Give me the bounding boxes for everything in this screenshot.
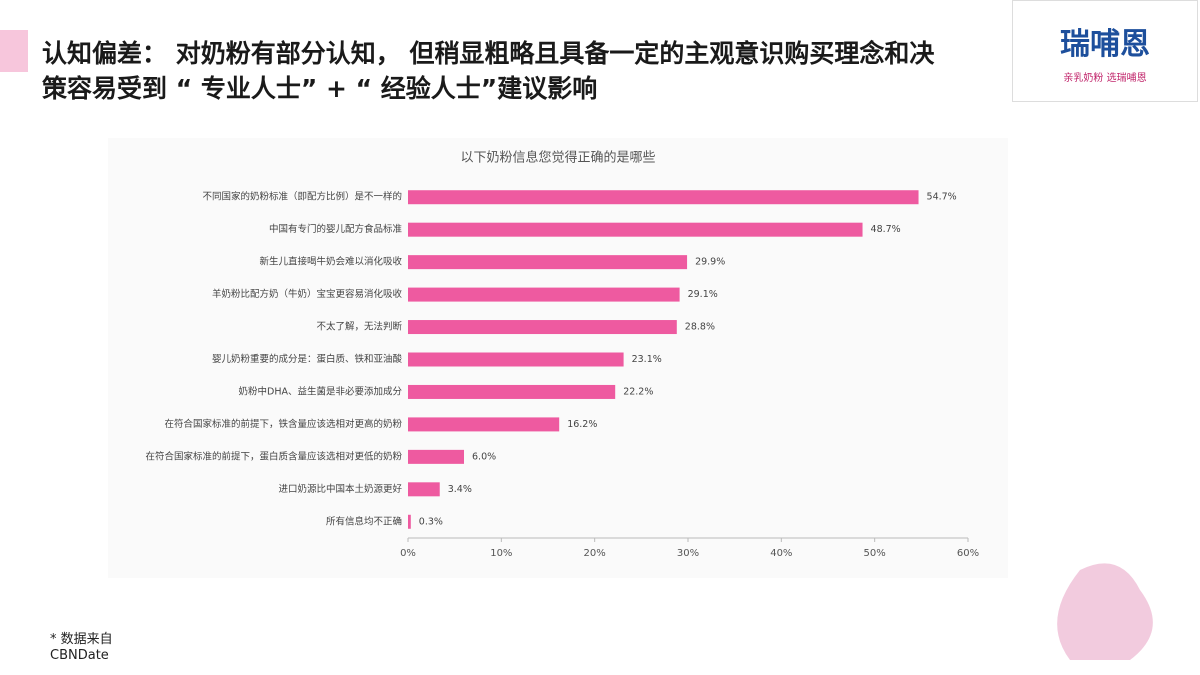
y-tick-label: 不同国家的奶粉标准（即配方比例）是不一样的 [202, 191, 402, 203]
y-tick-label: 婴儿奶粉重要的成分是：蛋白质、铁和亚油酸 [212, 353, 403, 365]
logo-name: 瑞哺恩 [1060, 27, 1150, 62]
x-tick-label: 20% [584, 548, 606, 559]
bar [408, 255, 688, 270]
value-label: 0.3% [419, 516, 443, 527]
value-label: 48.7% [871, 224, 901, 235]
bar [408, 482, 440, 497]
logo: 瑞哺恩 亲乳奶粉 选瑞哺恩 [1012, 0, 1198, 102]
footnote: * 数据来自 CBNDate [50, 632, 113, 664]
bar [408, 222, 863, 237]
bar [408, 352, 624, 367]
value-label: 29.1% [688, 289, 718, 300]
value-label: 16.2% [567, 419, 597, 430]
y-tick-label: 进口奶源比中国本土奶源更好 [278, 483, 402, 495]
y-tick-label: 在符合国家标准的前提下，铁含量应该选相对更高的奶粉 [164, 418, 402, 430]
y-tick-label: 新生儿直接喝牛奶会难以消化吸收 [259, 256, 402, 268]
value-label: 23.1% [632, 354, 662, 365]
chart-title: 以下奶粉信息您觉得正确的是哪些 [460, 150, 655, 166]
bar [408, 514, 411, 529]
bar [408, 384, 616, 399]
value-label: 3.4% [448, 484, 472, 495]
value-label: 6.0% [472, 451, 496, 462]
y-tick-label: 在符合国家标准的前提下，蛋白质含量应该选相对更低的奶粉 [145, 450, 402, 462]
value-label: 54.7% [927, 192, 957, 203]
bar [408, 190, 919, 205]
value-label: 22.2% [623, 386, 653, 397]
accent-tab [0, 30, 28, 72]
footnote-line: CBNDate [50, 648, 109, 663]
y-tick-label: 奶粉中DHA、益生菌是非必要添加成分 [239, 385, 403, 397]
logo-slogan: 亲乳奶粉 选瑞哺恩 [1063, 73, 1147, 84]
bar [408, 417, 560, 432]
y-tick-label: 羊奶粉比配方奶（牛奶）宝宝更容易消化吸收 [212, 288, 403, 300]
x-tick-label: 50% [864, 548, 886, 559]
y-tick-label: 不太了解，无法判断 [316, 321, 402, 333]
slide-title: 认知偏差： 对奶粉有部分认知， 但稍显粗略且具备一定的主观意识购买理念和决策容易… [42, 39, 935, 103]
footnote-line: * 数据来自 [50, 632, 113, 647]
value-label: 29.9% [695, 257, 725, 268]
x-tick-label: 30% [677, 548, 699, 559]
bar [408, 449, 464, 464]
y-tick-label: 中国有专门的婴儿配方食品标准 [269, 223, 403, 235]
mascot [1057, 563, 1153, 660]
bar [408, 320, 677, 335]
x-tick-label: 10% [490, 548, 512, 559]
bar [408, 287, 680, 302]
x-tick-label: 60% [957, 548, 979, 559]
value-label: 28.8% [685, 322, 715, 333]
x-tick-label: 0% [400, 548, 416, 559]
x-tick-label: 40% [770, 548, 792, 559]
y-tick-label: 所有信息均不正确 [326, 515, 402, 527]
